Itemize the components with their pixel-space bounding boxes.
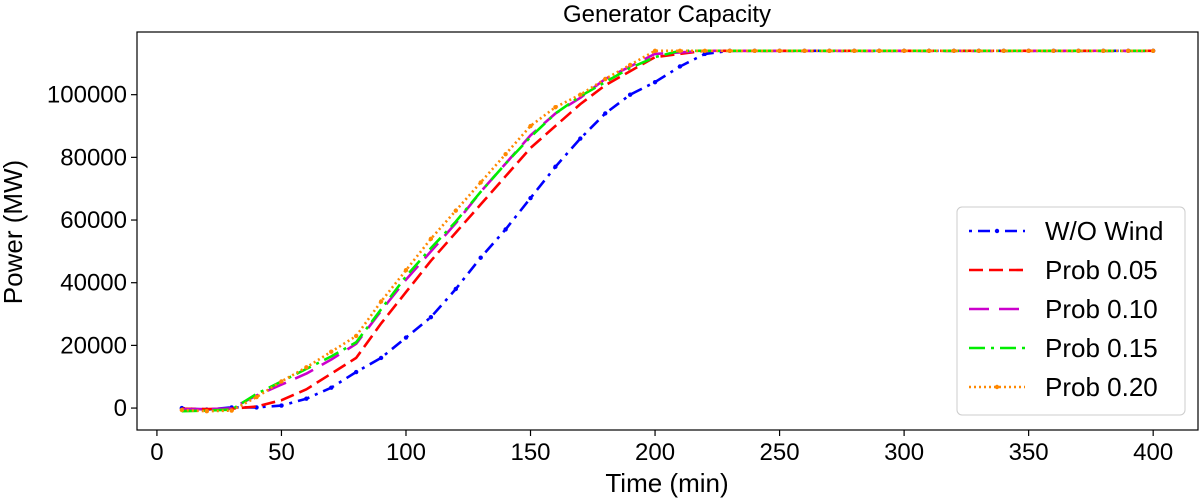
- data-point: [453, 208, 458, 213]
- data-point: [1126, 48, 1131, 54]
- data-point: [329, 349, 334, 354]
- plot-frame: [136, 31, 1199, 431]
- data-point: [578, 92, 583, 97]
- series-layer: [179, 48, 1156, 414]
- data-point: [752, 48, 757, 54]
- data-point: [1026, 48, 1031, 54]
- data-point: [453, 286, 458, 292]
- data-point: [204, 408, 209, 414]
- y-tick-label: 60000: [60, 207, 127, 234]
- data-point: [528, 195, 533, 201]
- y-tick-label: 100000: [47, 82, 127, 109]
- x-tick-label: 350: [1009, 439, 1049, 466]
- data-point: [652, 79, 658, 85]
- legend-box: [956, 206, 1186, 416]
- data-point: [976, 48, 982, 54]
- data-point: [329, 385, 334, 390]
- data-point: [627, 92, 633, 97]
- data-point: [353, 333, 359, 339]
- legend-entry: Prob 0.15: [969, 333, 1158, 363]
- data-point: [627, 62, 633, 68]
- data-point: [553, 164, 558, 169]
- data-point: [304, 396, 309, 401]
- legend-entry: Prob 0.05: [969, 255, 1158, 285]
- data-point: [926, 48, 932, 54]
- data-point: [353, 369, 359, 375]
- data-point: [901, 48, 907, 54]
- x-tick-label: 300: [884, 439, 924, 466]
- legend-label: Prob 0.20: [1045, 372, 1158, 402]
- x-axis-title: Time (min): [605, 468, 728, 498]
- data-point: [503, 152, 508, 157]
- data-point: [652, 48, 658, 54]
- data-point: [254, 394, 259, 400]
- data-point: [503, 227, 508, 232]
- series-line: [181, 49, 1154, 413]
- data-point: [428, 236, 434, 242]
- data-point: [702, 51, 708, 57]
- data-point: [1101, 48, 1106, 54]
- data-point: [677, 64, 683, 69]
- legend-entry: Prob 0.20: [969, 372, 1158, 402]
- data-point: [378, 299, 384, 304]
- data-point: [403, 335, 409, 340]
- legend-label: W/O Wind: [1045, 216, 1163, 246]
- data-point: [877, 48, 882, 54]
- data-point: [378, 355, 384, 361]
- data-point: [179, 407, 185, 413]
- data-point: [553, 105, 558, 110]
- data-point: [403, 267, 409, 273]
- data-point: [478, 180, 483, 185]
- data-point: [802, 48, 807, 54]
- data-point: [852, 48, 857, 54]
- data-point: [702, 48, 708, 54]
- chart-title: Generator Capacity: [563, 1, 771, 28]
- data-point: [1076, 48, 1081, 54]
- data-point: [677, 48, 683, 54]
- data-point: [727, 48, 732, 54]
- legend-label: Prob 0.10: [1045, 294, 1158, 324]
- legend: W/O Wind Prob 0.05 Prob 0.10 Prob 0.15 Prob …: [956, 206, 1186, 416]
- legend-entry: Prob 0.10: [969, 294, 1158, 324]
- data-point: [528, 123, 533, 129]
- legend-swatch-marker: [994, 228, 1000, 234]
- data-point: [951, 48, 957, 54]
- x-tick-label: 200: [635, 439, 675, 466]
- data-point: [279, 379, 284, 384]
- x-tick-label: 400: [1133, 439, 1173, 466]
- legend-label: Prob 0.15: [1045, 333, 1158, 363]
- series-5: [179, 48, 1156, 414]
- x-tick-label: 150: [510, 439, 550, 466]
- y-tick-label: 0: [114, 395, 127, 422]
- series-4: [181, 49, 1154, 413]
- data-point: [478, 255, 483, 260]
- data-point: [1001, 48, 1006, 54]
- legend-label: Prob 0.05: [1045, 255, 1158, 285]
- x-tick-label: 100: [386, 439, 426, 466]
- legend-entry: W/O Wind: [969, 216, 1163, 246]
- data-point: [777, 48, 782, 54]
- data-point: [1051, 48, 1056, 54]
- y-tick-label: 40000: [60, 270, 127, 297]
- series-line: [181, 49, 1154, 413]
- x-tick-label: 250: [760, 439, 800, 466]
- axes-layer: 0 50 100 150 200 250 300 350 400 0 20000 40000 60000…: [47, 82, 1173, 466]
- data-point: [229, 408, 234, 413]
- data-point: [603, 111, 608, 116]
- data-point: [827, 48, 832, 54]
- data-point: [578, 136, 583, 141]
- x-tick-label: 50: [268, 439, 295, 466]
- y-tick-label: 20000: [60, 332, 127, 359]
- y-tick-label: 80000: [60, 144, 127, 171]
- y-axis-title: Power (MW): [0, 160, 28, 304]
- legend-swatch-marker: [994, 384, 1000, 390]
- data-point: [304, 365, 309, 370]
- x-tick-label: 0: [150, 439, 163, 466]
- data-point: [603, 76, 608, 82]
- data-point: [279, 403, 284, 408]
- data-point: [1150, 48, 1156, 54]
- data-point: [428, 314, 434, 320]
